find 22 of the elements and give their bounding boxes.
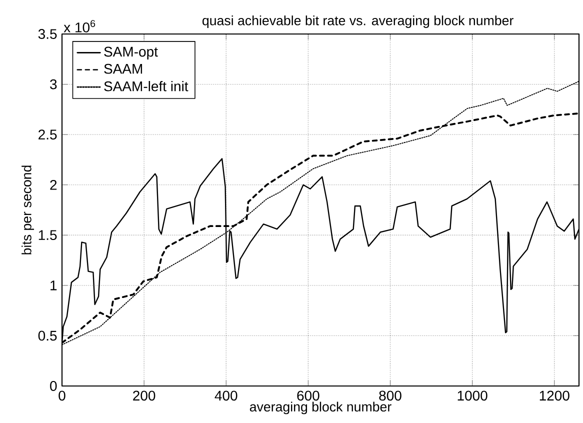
legend-label: SAAM	[104, 64, 142, 74]
x-axis-title: averaging block number	[250, 402, 392, 414]
y-tick-label: 1.5	[38, 230, 57, 240]
y-tick-label: 3	[50, 79, 57, 90]
x-tick-label: 1000	[458, 390, 488, 401]
x-tick-label: 400	[214, 390, 238, 401]
y-tick-label: 0.5	[38, 330, 57, 341]
y-axis-title: bits per second	[22, 166, 34, 254]
y-tick-label: 1	[50, 280, 57, 290]
x-tick-label: 200	[133, 390, 156, 401]
y-tick-label: 0	[50, 381, 57, 391]
y-tick-label: 2.5	[38, 130, 57, 140]
legend-label: SAAM-left init	[104, 80, 188, 92]
text: x 10$^{6}$	[64, 20, 96, 32]
x-tick-label: 600	[297, 390, 320, 401]
x-tick-label: 800	[379, 390, 402, 401]
legend-label: SAM-opt	[104, 46, 158, 60]
y-tick-label: 3.5	[38, 29, 57, 39]
y-tick-label: 2	[50, 180, 57, 190]
chart-title: quasi achievable bit rate vs. averaging block number	[202, 16, 514, 28]
x-tick-label: 0	[58, 390, 66, 401]
x-tick-label: 1200	[540, 390, 570, 401]
